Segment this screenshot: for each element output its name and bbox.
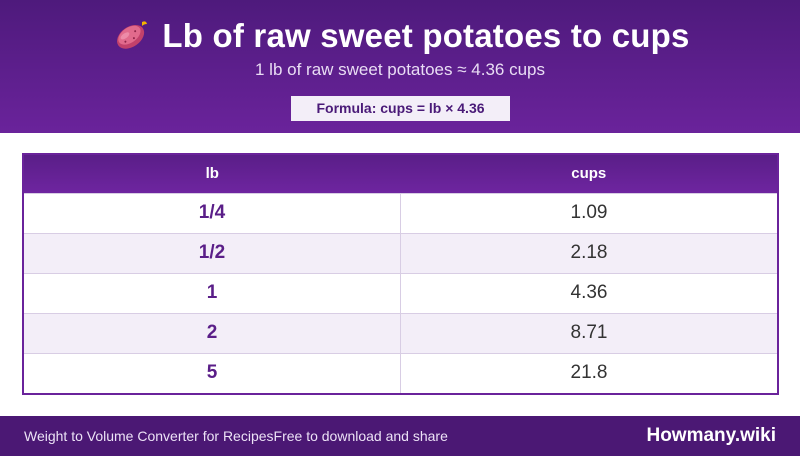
cell-lb: 5 xyxy=(24,352,401,393)
table-row: 2 8.71 xyxy=(24,312,777,353)
conversion-table: lb cups 1/4 1.09 1/2 2.18 1 4.36 2 8.71 xyxy=(22,153,779,395)
cell-cups: 2.18 xyxy=(400,232,777,273)
header: Lb of raw sweet potatoes to cups 1 lb of… xyxy=(0,0,800,133)
sweet-potato-icon xyxy=(117,21,148,49)
subtitle: 1 lb of raw sweet potatoes ≈ 4.36 cups xyxy=(255,60,545,79)
page-title: Lb of raw sweet potatoes to cups xyxy=(162,17,690,54)
table-header-row: lb cups xyxy=(24,155,777,193)
cell-cups: 1.09 xyxy=(400,192,777,233)
cell-cups: 4.36 xyxy=(400,272,777,313)
cell-cups: 21.8 xyxy=(400,352,777,393)
column-header-lb: lb xyxy=(205,165,219,183)
table-row: 1/2 2.18 xyxy=(24,232,777,273)
column-header-cups: cups xyxy=(571,165,607,183)
cell-lb: 1 xyxy=(24,272,401,313)
formula-box: Formula: cups = lb × 4.36 xyxy=(291,96,510,121)
footer-caption: Weight to Volume Converter for RecipesFr… xyxy=(24,428,448,444)
cell-lb: 1/4 xyxy=(24,192,401,233)
title-row: Lb of raw sweet potatoes to cups xyxy=(0,14,800,58)
footer-share-text: Free to download and share xyxy=(273,428,448,444)
cell-lb: 1/2 xyxy=(24,232,401,273)
cell-lb: 2 xyxy=(24,312,401,353)
brand-logo[interactable]: Howmany.wiki xyxy=(646,425,776,446)
table-row: 1/4 1.09 xyxy=(24,192,777,233)
footer-converter-link[interactable]: Weight to Volume Converter for Recipes xyxy=(24,428,274,444)
table-row: 5 21.8 xyxy=(24,352,777,393)
cell-cups: 8.71 xyxy=(400,312,777,353)
table-row: 1 4.36 xyxy=(24,272,777,313)
footer: Weight to Volume Converter for RecipesFr… xyxy=(0,416,800,456)
